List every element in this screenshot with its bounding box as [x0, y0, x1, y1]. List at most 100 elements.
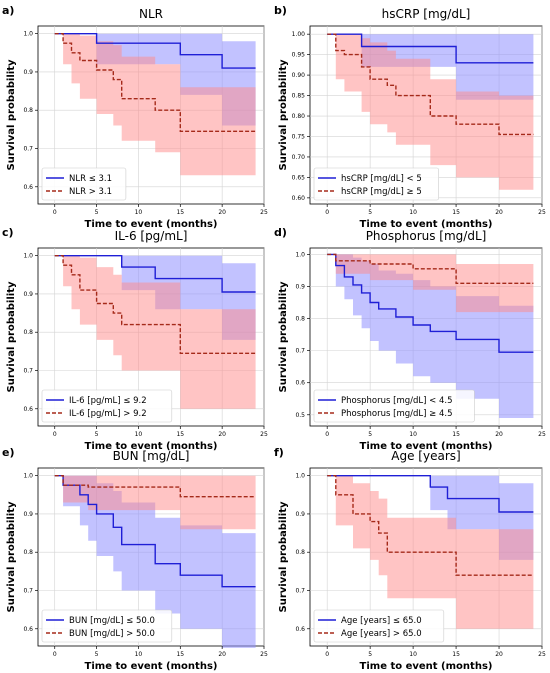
legend-box: [313, 389, 475, 423]
y-tick-label: 1.0: [23, 253, 33, 260]
y-tick-label: 0.6: [295, 380, 305, 387]
km-panel-1: 0 5 10 15 20 25 0.6 0.7 0.8 0.9 1.0 NLR a) Time to ev…: [2, 4, 268, 230]
panel-title: Age [years]: [391, 449, 460, 463]
legend-label: hsCRP [mg/dL] ≥ 5: [341, 187, 422, 197]
y-tick-label: 0.9: [23, 69, 33, 76]
x-tick-label: 15: [176, 209, 184, 216]
panel-letter: c): [2, 226, 14, 239]
km-panel-6: 0 5 10 15 20 25 0.6 0.7 0.8 0.9 1.0 Age [years] f) Ti…: [274, 446, 546, 672]
panel-title: BUN [mg/dL]: [113, 449, 190, 463]
y-axis-label: Survival probability: [278, 501, 289, 612]
x-tick-label: 10: [409, 209, 417, 216]
y-tick-label: 0.7: [23, 587, 33, 594]
legend-box: [41, 609, 173, 643]
y-tick-label: 0.8: [295, 316, 305, 323]
confidence-band-high: [54, 255, 256, 409]
y-tick-label: 0.8: [295, 549, 305, 556]
x-tick-label: 25: [538, 651, 546, 658]
survival-curve-high: [327, 253, 534, 284]
x-tick-label: 10: [135, 209, 143, 216]
y-tick-label: 0.90: [292, 72, 306, 79]
x-tick-label: 20: [218, 431, 226, 438]
panel-letter: a): [2, 4, 14, 17]
km-panel-5: 0 5 10 15 20 25 0.6 0.7 0.8 0.9 1.0 BUN [mg/dL] e) Ti…: [2, 446, 268, 672]
x-tick-label: 15: [452, 651, 460, 658]
y-tick-label: 0.6: [23, 406, 33, 413]
y-tick-label: 1.0: [295, 473, 305, 480]
legend-label: NLR ≤ 3.1: [69, 174, 112, 184]
km-panel-2: 0 5 10 15 20 25 0.60 0.65 0.70 0.75 0.80 0.85 0.90 0.…: [274, 4, 546, 230]
x-tick-label: 20: [495, 209, 503, 216]
y-tick-label: 0.7: [23, 367, 33, 374]
y-tick-label: 0.9: [295, 511, 305, 518]
x-tick-label: 20: [218, 209, 226, 216]
confidence-band-high: [327, 254, 534, 313]
x-tick-label: 5: [95, 209, 99, 216]
x-tick-label: 15: [176, 431, 184, 438]
x-axis-label: Time to event (months): [85, 219, 218, 230]
x-tick-label: 10: [135, 651, 143, 658]
panel-title: NLR: [139, 7, 163, 21]
x-axis-label: Time to event (months): [360, 441, 493, 452]
y-tick-label: 0.8: [23, 107, 33, 114]
survival-curve-low: [327, 253, 534, 353]
y-tick-label: 0.9: [23, 511, 33, 518]
y-tick-label: 0.9: [23, 291, 33, 298]
legend-label: Age [years] ≤ 65.0: [341, 616, 422, 626]
confidence-band-low: [54, 255, 256, 340]
y-tick-label: 0.7: [295, 587, 305, 594]
y-tick-label: 0.7: [295, 348, 305, 355]
y-tick-label: 0.6: [295, 626, 305, 633]
km-panel-4: 0 5 10 15 20 25 0.5 0.6 0.7 0.8 0.9 1.0 Phosphorus […: [274, 226, 546, 452]
x-tick-label: 25: [538, 431, 546, 438]
y-tick-label: 1.0: [23, 473, 33, 480]
panel-letter: b): [274, 4, 287, 17]
legend-label: hsCRP [mg/dL] < 5: [341, 174, 422, 184]
survival-curve-high: [54, 255, 256, 354]
y-tick-label: 0.9: [295, 283, 305, 290]
legend-label: IL-6 [pg/mL] ≤ 9.2: [69, 396, 147, 406]
x-axis-label: Time to event (months): [85, 661, 218, 672]
x-tick-label: 5: [368, 431, 372, 438]
y-tick-label: 1.00: [292, 31, 306, 38]
y-tick-label: 0.5: [295, 412, 305, 419]
x-tick-label: 5: [95, 431, 99, 438]
panel-letter: e): [2, 446, 15, 459]
x-tick-label: 15: [176, 651, 184, 658]
y-tick-label: 0.60: [292, 195, 306, 202]
x-tick-label: 5: [368, 209, 372, 216]
panel-title: IL-6 [pg/mL]: [115, 229, 188, 243]
confidence-band-high: [54, 475, 256, 530]
survival-curve-high: [54, 33, 256, 132]
y-axis-label: Survival probability: [6, 501, 17, 612]
y-tick-label: 0.7: [23, 145, 33, 152]
y-tick-label: 0.95: [292, 52, 306, 59]
x-axis-label: Time to event (months): [360, 219, 493, 230]
x-tick-label: 25: [260, 651, 268, 658]
x-tick-label: 20: [218, 651, 226, 658]
y-tick-label: 0.75: [292, 133, 306, 140]
x-tick-label: 0: [53, 209, 57, 216]
y-axis-label: Survival probability: [278, 59, 289, 170]
survival-curve-high: [327, 33, 534, 136]
y-axis-label: Survival probability: [6, 59, 17, 170]
x-tick-label: 10: [409, 651, 417, 658]
x-tick-label: 0: [53, 431, 57, 438]
survival-curve-low: [54, 475, 256, 588]
y-axis-label: Survival probability: [278, 281, 289, 392]
legend-label: BUN [mg/dL] ≤ 50.0: [69, 616, 155, 626]
panel-letter: d): [274, 226, 287, 239]
x-tick-label: 15: [452, 209, 460, 216]
x-tick-label: 25: [260, 431, 268, 438]
legend-label: NLR > 3.1: [69, 187, 112, 197]
x-tick-label: 15: [452, 431, 460, 438]
y-tick-label: 0.8: [23, 549, 33, 556]
y-tick-label: 0.70: [292, 154, 306, 161]
panel-title: hsCRP [mg/dL]: [382, 7, 471, 21]
panel-letter: f): [274, 446, 284, 459]
panel-title: Phosphorus [mg/dL]: [366, 229, 487, 243]
legend-box: [41, 389, 173, 423]
confidence-band-low: [327, 475, 534, 560]
x-axis-label: Time to event (months): [360, 661, 493, 672]
